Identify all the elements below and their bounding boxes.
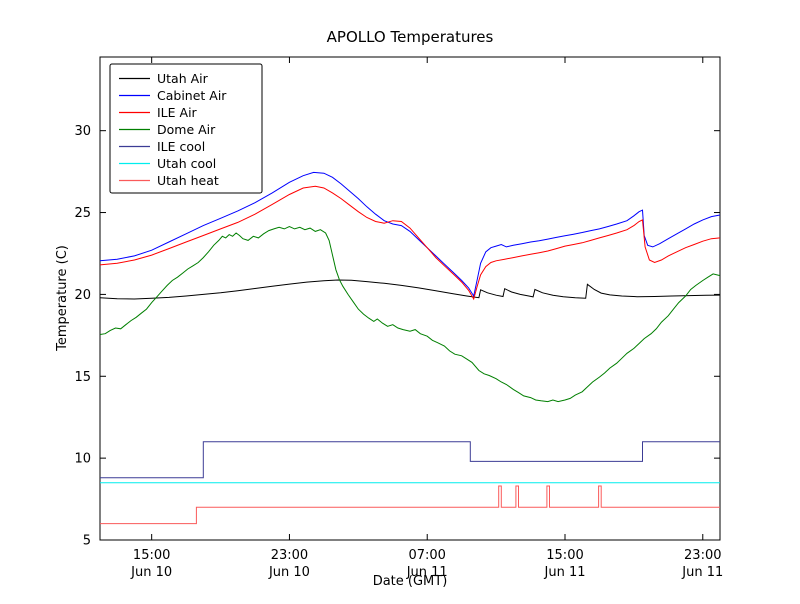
legend-label-cabinet-air: Cabinet Air bbox=[157, 88, 227, 103]
series-line-utah-air bbox=[99, 279, 721, 300]
y-axis-label: Temperature (C) bbox=[55, 245, 70, 352]
x-tick-label: 23:00 bbox=[271, 548, 308, 563]
legend-label-utah-heat: Utah heat bbox=[157, 173, 219, 188]
y-tick-label: 10 bbox=[74, 452, 91, 467]
series-line-utah-heat bbox=[100, 485, 720, 525]
y-tick-label: 15 bbox=[74, 370, 91, 385]
x-tick-label: Jun 10 bbox=[268, 565, 310, 580]
plot-frame bbox=[99, 56, 721, 541]
legend-label-utah-cool: Utah cool bbox=[157, 156, 216, 171]
legend-label-ile-air: ILE Air bbox=[157, 105, 198, 120]
x-axis-label: Date (GMT) bbox=[373, 574, 448, 589]
legend-label-ile-cool: ILE cool bbox=[157, 139, 205, 154]
series-line-ile-cool bbox=[100, 441, 720, 479]
series-line-dome-air bbox=[99, 225, 721, 403]
x-tick-label: 07:00 bbox=[408, 548, 445, 563]
legend-label-dome-air: Dome Air bbox=[157, 122, 216, 137]
series-line-ile-air bbox=[99, 185, 721, 301]
y-tick-label: 5 bbox=[83, 534, 91, 549]
x-tick-label: Jun 10 bbox=[130, 565, 172, 580]
plot-area: 5 10 15 20 25 30 15:00 Jun 10 23:00 Jun 10 07:00 Ju… bbox=[74, 56, 723, 580]
chart-title: APOLLO Temperatures bbox=[327, 28, 494, 46]
x-tick-label: Jun 11 bbox=[406, 565, 448, 580]
y-tick-label: 25 bbox=[74, 206, 91, 221]
legend-label-utah-air: Utah Air bbox=[157, 71, 209, 86]
x-tick-label: Jun 11 bbox=[544, 565, 586, 580]
x-tick-label: Jun 11 bbox=[681, 565, 723, 580]
x-tick-label: 15:00 bbox=[546, 548, 583, 563]
y-tick-label: 20 bbox=[74, 288, 91, 303]
x-tick-label: 15:00 bbox=[133, 548, 170, 563]
series-line-cabinet-air bbox=[99, 171, 721, 298]
x-tick-label: 23:00 bbox=[684, 548, 721, 563]
legend-box bbox=[109, 63, 263, 194]
y-tick-label: 30 bbox=[74, 124, 91, 139]
